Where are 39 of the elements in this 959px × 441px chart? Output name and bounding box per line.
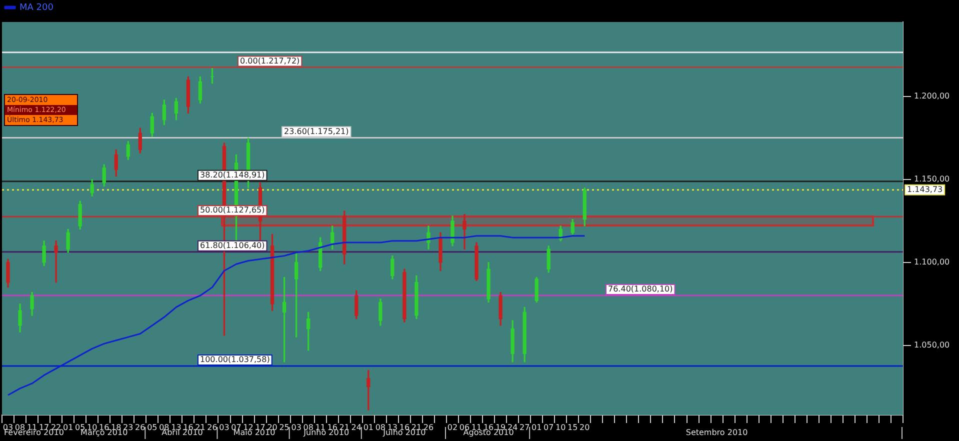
x-tick-label: 01	[62, 422, 74, 432]
x-tick-label: 11	[471, 422, 482, 432]
x-tick-label: 10	[556, 422, 566, 432]
x-tick-label: 24	[351, 422, 362, 432]
x-tick-label: 02	[447, 422, 458, 432]
x-tick-label: 20	[580, 422, 590, 432]
legend-label: MA 200	[20, 2, 54, 13]
ref-line-label: 76.40(1.080,10)	[608, 284, 673, 294]
x-tick-label: 27	[519, 422, 530, 432]
y-tick-label: 1.100,00	[914, 258, 950, 267]
ref-line-label: 1.143,73	[907, 185, 943, 194]
ref-line-label: 100.00(1.037,58)	[200, 355, 270, 364]
ref-line-label: 38.20(1.148,91)	[200, 170, 265, 180]
ref-line-label: 0.00(1.217,72)	[240, 56, 300, 66]
x-tick-label: 06	[459, 422, 470, 432]
y-tick-label: 1.050,00	[914, 340, 950, 350]
x-tick-label: 01	[363, 422, 374, 432]
x-tick-label: 03	[219, 422, 230, 432]
ref-line-label: 50.00(1.127,65)	[200, 206, 265, 215]
x-tick-label: 26	[207, 422, 218, 432]
x-tick-label: 08	[303, 422, 314, 432]
x-tick-label: 16	[399, 422, 410, 432]
ref-line-label: 61.80(1.106,40)	[200, 240, 265, 250]
x-tick-label: 23	[123, 422, 134, 432]
x-tick-label: 08	[375, 422, 386, 432]
x-tick-label: 01	[532, 422, 542, 432]
x-tick-label: 13	[387, 422, 398, 432]
text: Setembro 2010	[686, 428, 748, 438]
x-tick-label: 16	[99, 422, 110, 432]
x-tick-label: 07	[544, 422, 554, 432]
x-tick-label: 03	[291, 422, 302, 432]
y-tick-label: 1.200,00	[914, 92, 950, 101]
x-tick-label: 10	[87, 422, 98, 432]
y-tick-label: 1.150,00	[914, 174, 950, 184]
ref-line-label: 23.60(1.175,21)	[284, 126, 349, 136]
x-tick-label: 26	[135, 422, 146, 432]
x-tick-label: 05	[147, 422, 158, 432]
x-tick-label: 25	[279, 422, 290, 432]
x-tick-label: 15	[568, 422, 578, 432]
